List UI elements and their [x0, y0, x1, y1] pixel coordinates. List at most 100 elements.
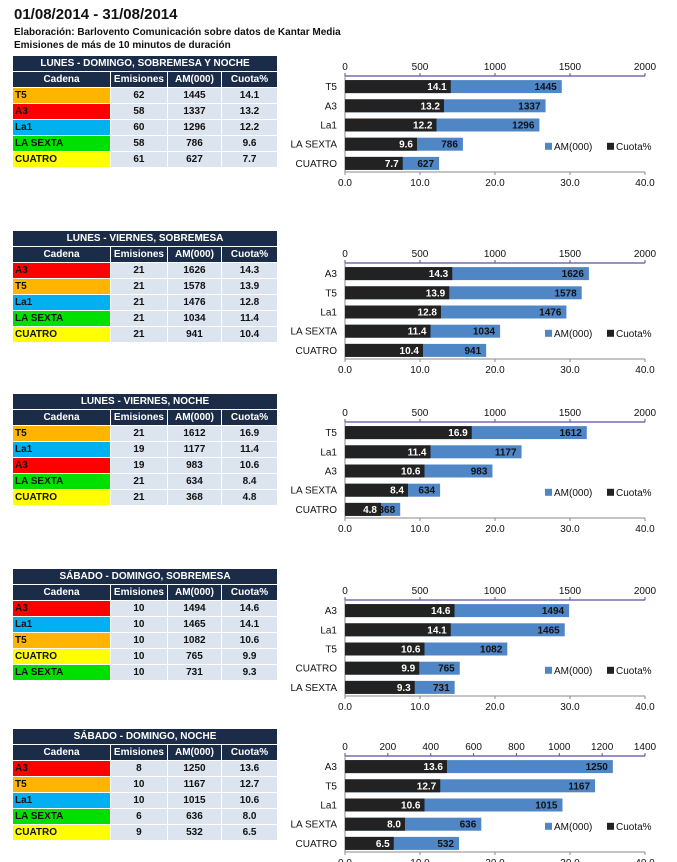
am-cell: 765: [167, 649, 222, 664]
emisiones-cell: 21: [111, 426, 167, 441]
emisiones-cell: 9: [111, 825, 167, 840]
channel-cell: LA SEXTA: [13, 311, 111, 326]
cuota-data-label: 12.7: [417, 781, 437, 792]
cuota-bar: [345, 642, 425, 656]
emisiones-cell: 21: [111, 279, 167, 294]
am-cell: 1015: [167, 793, 222, 808]
top-tick-label: 1000: [548, 742, 571, 753]
top-tick-label: 500: [412, 62, 429, 73]
cuota-cell: 16.9: [222, 426, 277, 441]
category-label: T5: [325, 288, 337, 299]
table-row: A3 10 1494 14.6: [13, 601, 277, 616]
cuota-bar: [345, 118, 437, 132]
category-label: LA SEXTA: [290, 683, 337, 694]
top-tick-label: 0: [342, 249, 348, 260]
legend-am-swatch: [545, 822, 552, 830]
cuota-cell: 13.9: [222, 279, 277, 294]
am-data-label: 1034: [473, 327, 496, 338]
table-row: LA SEXTA 21 634 8.4: [13, 474, 277, 489]
channel-cell: La1: [13, 442, 111, 457]
category-label: La1: [320, 447, 337, 458]
table-row: LA SEXTA 21 1034 11.4: [13, 311, 277, 326]
am-data-label: 1177: [495, 447, 517, 458]
am-data-label: 1626: [562, 269, 585, 280]
cuota-bar: [345, 137, 417, 151]
cuota-cell: 14.1: [222, 617, 277, 632]
cuota-cell: 10.6: [222, 793, 277, 808]
category-label: CUATRO: [296, 346, 338, 357]
legend-am-label: AM(000): [554, 329, 592, 340]
channel-cell: T5: [13, 633, 111, 648]
am-data-label: 1445: [535, 82, 558, 93]
bottom-tick-label: 40.0: [635, 702, 655, 710]
cuota-cell: 7.7: [222, 152, 277, 167]
emisiones-cell: 58: [111, 136, 167, 151]
top-tick-label: 1000: [484, 408, 507, 419]
cuota-bar: [345, 483, 408, 497]
channel-cell: A3: [13, 458, 111, 473]
channel-cell: La1: [13, 793, 111, 808]
top-tick-label: 200: [380, 742, 397, 753]
top-tick-label: 1500: [559, 62, 582, 73]
channel-cell: CUATRO: [13, 490, 111, 505]
table-row: La1 10 1015 10.6: [13, 793, 277, 808]
cuota-data-label: 10.6: [401, 645, 421, 656]
bar-chart: 0 500 1000 1500 2000 0.0 10.0 20.0 30.0 40.0 T5 14.…: [290, 62, 656, 186]
bottom-tick-label: 10.0: [410, 365, 430, 373]
bar-chart: 0 500 1000 1500 2000 0.0 10.0 20.0 30.0 40.0 A3 14.…: [290, 249, 656, 373]
category-label: A3: [325, 467, 338, 478]
cuota-data-label: 10.6: [401, 467, 421, 478]
cuota-bar: [345, 267, 453, 281]
bottom-tick-label: 20.0: [485, 365, 505, 373]
cuota-bar: [345, 80, 451, 94]
emisiones-cell: 8: [111, 761, 167, 776]
column-header: Cadena: [13, 247, 111, 262]
legend-cuota-swatch: [607, 666, 614, 674]
legend-am-label: AM(000): [554, 666, 592, 677]
legend-am-label: AM(000): [554, 488, 592, 499]
cuota-data-label: 13.9: [426, 288, 446, 299]
am-data-label: 1015: [535, 801, 558, 812]
category-label: La1: [320, 121, 337, 132]
am-data-label: 1167: [568, 781, 590, 792]
channel-cell: CUATRO: [13, 152, 111, 167]
table-row: LA SEXTA 10 731 9.3: [13, 665, 277, 680]
cuota-cell: 12.7: [222, 777, 277, 792]
emisiones-cell: 21: [111, 327, 167, 342]
top-tick-label: 1000: [484, 249, 507, 260]
top-tick-label: 1400: [634, 742, 657, 753]
am-cell: 627: [167, 152, 222, 167]
table-row: La1 21 1476 12.8: [13, 295, 277, 310]
bottom-tick-label: 20.0: [485, 178, 505, 186]
top-tick-label: 2000: [634, 408, 657, 419]
bottom-tick-label: 20.0: [485, 702, 505, 710]
category-label: La1: [320, 308, 337, 319]
channel-cell: LA SEXTA: [13, 474, 111, 489]
legend-cuota-swatch: [607, 822, 614, 830]
top-tick-label: 500: [412, 586, 429, 597]
column-header: Emisiones: [111, 72, 167, 87]
bottom-tick-label: 30.0: [560, 524, 580, 532]
column-header: Cuota%: [222, 72, 277, 87]
cuota-cell: 14.1: [222, 88, 277, 103]
ratings-table: LUNES - VIERNES, NOCHE Cadena Emisiones AM(…: [12, 393, 278, 506]
am-cell: 941: [167, 327, 222, 342]
legend-am-label: AM(000): [554, 822, 592, 833]
cuota-data-label: 13.2: [421, 101, 441, 112]
cuota-cell: 8.0: [222, 809, 277, 824]
bottom-tick-label: 30.0: [560, 858, 580, 862]
top-tick-label: 1500: [559, 408, 582, 419]
cuota-bar: [345, 99, 444, 113]
cuota-bar: [345, 817, 405, 831]
top-tick-label: 400: [422, 742, 439, 753]
date-range-title: 01/08/2014 - 31/08/2014: [14, 6, 178, 23]
table-row: T5 10 1167 12.7: [13, 777, 277, 792]
channel-cell: T5: [13, 279, 111, 294]
table-row: A3 19 983 10.6: [13, 458, 277, 473]
column-header: AM(000): [167, 585, 222, 600]
column-header: Emisiones: [111, 410, 167, 425]
emisiones-cell: 10: [111, 777, 167, 792]
bottom-tick-label: 30.0: [560, 365, 580, 373]
category-label: LA SEXTA: [290, 140, 337, 151]
